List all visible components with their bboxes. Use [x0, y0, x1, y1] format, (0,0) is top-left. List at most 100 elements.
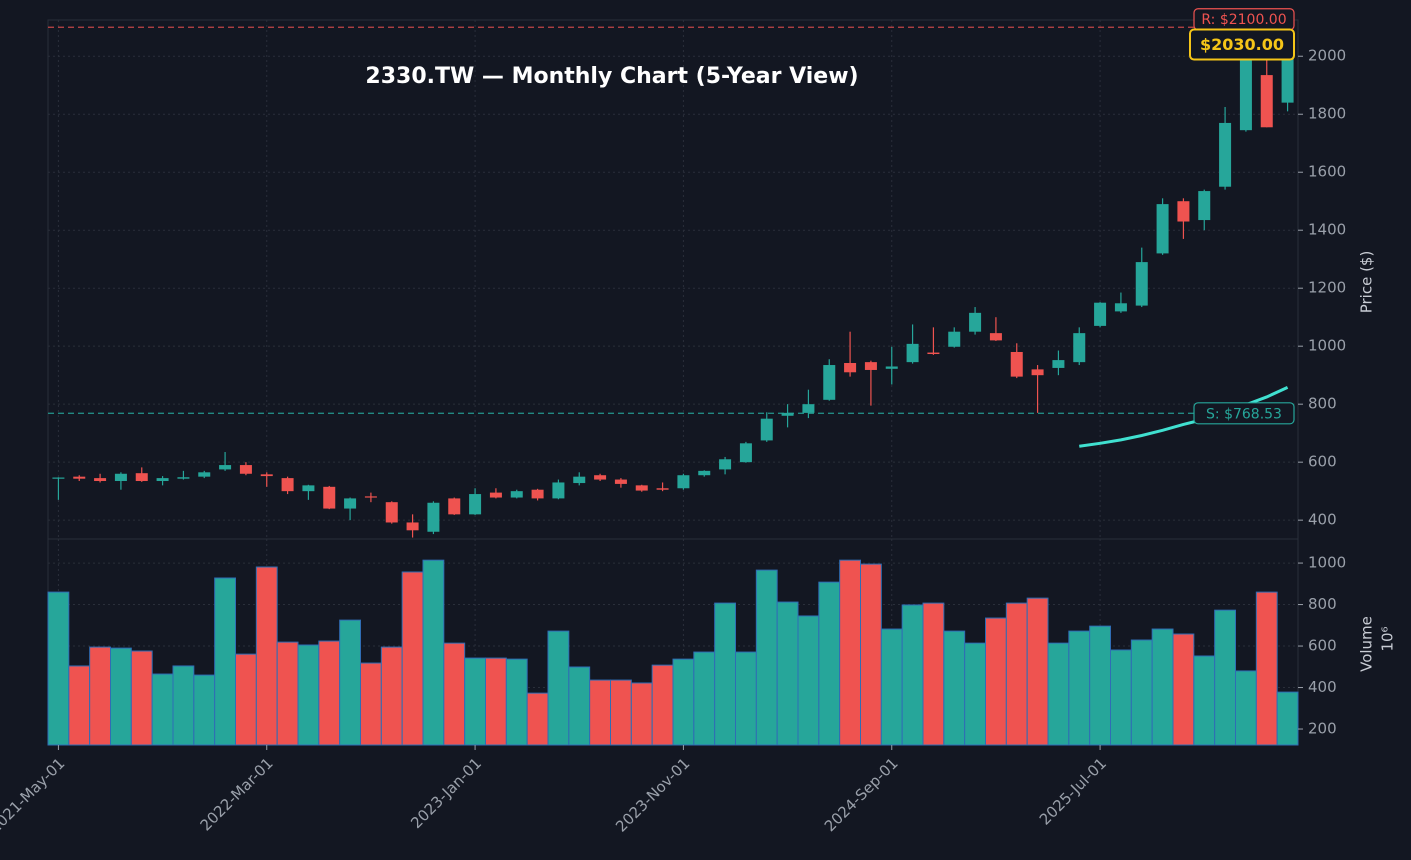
candle-body: [1010, 351, 1023, 377]
candle-body: [781, 412, 794, 416]
volume-bar: [401, 571, 424, 746]
volume-bar: [860, 563, 882, 746]
volume-tick-label: 600: [1308, 637, 1337, 655]
candle-body: [323, 486, 336, 509]
volume-bar: [1235, 670, 1257, 746]
volume-bar: [276, 641, 299, 746]
candle-body: [989, 333, 1002, 341]
y-tick-label: 1600: [1308, 163, 1346, 181]
volume-bar: [1026, 597, 1049, 746]
volume-bar: [776, 601, 799, 746]
volume-scale-label: 10⁶: [1379, 626, 1397, 651]
y-tick-label: 400: [1308, 511, 1337, 529]
volume-bar: [1005, 602, 1028, 746]
volume-bar: [964, 642, 987, 746]
volume-bar: [901, 604, 924, 746]
volume-bar: [1255, 591, 1278, 746]
volume-bar: [1068, 630, 1091, 746]
volume-bar: [1130, 639, 1153, 746]
annotation-label: R: $2100.00: [1201, 12, 1286, 28]
volume-bar: [422, 559, 445, 746]
candle-body: [969, 312, 982, 332]
volume-bar: [1276, 691, 1299, 746]
volume-bar: [1193, 655, 1216, 746]
volume-bar: [755, 569, 778, 746]
candle-body: [573, 476, 586, 484]
volume-bar: [47, 591, 70, 746]
candle-body: [948, 331, 961, 347]
y-tick-label: 1000: [1308, 337, 1346, 355]
volume-tick-label: 400: [1308, 678, 1337, 696]
volume-bar: [1172, 633, 1195, 746]
volume-bar: [360, 662, 382, 746]
candle-body: [344, 498, 357, 509]
volume-bar: [630, 682, 653, 746]
candle-body: [760, 418, 773, 441]
volume-bar: [651, 664, 674, 746]
candle-body: [864, 362, 877, 370]
candle-body: [719, 459, 732, 470]
candle-body: [844, 363, 857, 373]
candle-body: [427, 502, 440, 532]
volume-bar: [985, 617, 1007, 746]
y-tick-label: 800: [1308, 395, 1337, 413]
volume-bar: [943, 630, 966, 746]
candle-body: [1260, 75, 1273, 128]
candle-body: [1052, 360, 1065, 368]
y-tick-label: 1800: [1308, 105, 1346, 123]
volume-bar: [839, 559, 862, 746]
candle-body: [406, 522, 419, 531]
volume-bar: [485, 657, 507, 746]
volume-bar: [380, 646, 403, 746]
candle-body: [1219, 122, 1232, 187]
candle-body: [1031, 369, 1044, 376]
annotation-box: [1193, 402, 1295, 425]
candle-body: [302, 485, 315, 492]
y-tick-label: 1200: [1308, 279, 1346, 297]
candle-body: [677, 475, 690, 489]
candle-body: [1073, 333, 1086, 363]
volume-bar: [818, 581, 841, 746]
candle-body: [52, 477, 65, 479]
volume-bar: [130, 650, 153, 746]
volume-bar: [443, 642, 466, 746]
annotation-label: S: $768.53: [1206, 406, 1282, 422]
volume-bar: [110, 647, 132, 746]
volume-bar: [672, 658, 695, 746]
candle-body: [552, 482, 565, 499]
volume-bar: [297, 644, 320, 746]
volume-bar: [526, 692, 549, 746]
volume-bar: [735, 651, 757, 746]
volume-bar: [68, 665, 91, 746]
volume-bar: [1089, 625, 1111, 746]
volume-tick-label: 1000: [1308, 554, 1346, 572]
candle-body: [1156, 204, 1169, 254]
volume-bar: [214, 577, 237, 746]
volume-bar: [589, 679, 612, 746]
volume-bar: [505, 658, 528, 746]
candle-body: [489, 492, 502, 498]
candle-body: [885, 366, 898, 369]
volume-bar: [235, 653, 257, 746]
volume-bar: [797, 615, 820, 746]
volume-bar: [714, 602, 737, 746]
marks: [47, 38, 1299, 746]
y-tick-label: 600: [1308, 453, 1337, 471]
volume-axis-label: Volume: [1358, 616, 1376, 672]
volume-bar: [89, 646, 111, 746]
candle-body: [177, 477, 190, 479]
volume-bar: [172, 665, 195, 746]
y-axis-label: Price ($): [1358, 251, 1376, 314]
volume-bar: [1110, 649, 1132, 746]
candle-body: [927, 352, 940, 355]
volume-bar: [318, 640, 341, 746]
volume-bar: [464, 657, 486, 746]
candle-body: [260, 474, 273, 477]
candle-body: [1135, 262, 1148, 306]
overlay-line: [1079, 385, 1289, 448]
candle-body: [823, 365, 836, 400]
candle-body: [364, 496, 377, 498]
candle-body: [73, 476, 86, 479]
volume-tick-label: 800: [1308, 595, 1337, 613]
